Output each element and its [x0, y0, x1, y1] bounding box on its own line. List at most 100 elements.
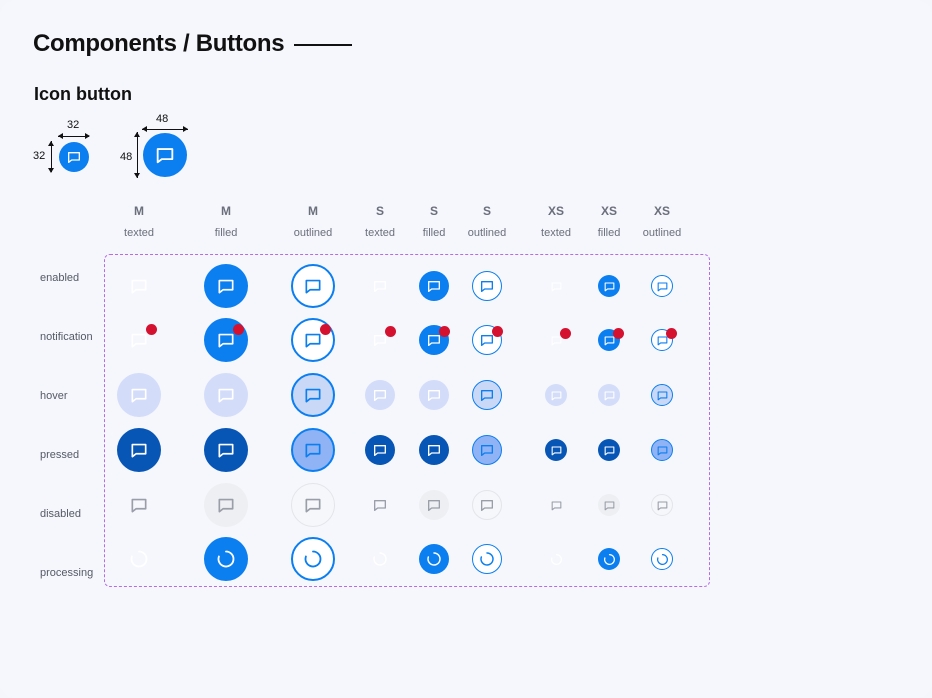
chat-bubble-icon: [374, 445, 386, 456]
icon-button-m-texted-hover[interactable]: [117, 373, 161, 417]
icon-button-m-filled-enabled[interactable]: [204, 264, 248, 308]
notification-dot: [439, 326, 450, 337]
icon-button-s-filled-disabled: [419, 490, 449, 520]
icon-button-xs-outlined-pressed[interactable]: [651, 439, 673, 461]
chat-bubble-icon: [131, 333, 147, 348]
icon-button-m-filled-hover[interactable]: [204, 373, 248, 417]
icon-button-xs-texted-processing[interactable]: [545, 548, 567, 570]
icon-button-m-texted-processing[interactable]: [117, 537, 161, 581]
spinner-icon: [480, 552, 494, 566]
icon-button-s-filled-processing[interactable]: [419, 544, 449, 574]
chat-bubble-icon: [551, 500, 561, 510]
column-size-label: XS: [600, 204, 617, 218]
icon-button-s-outlined-pressed[interactable]: [472, 435, 502, 465]
icon-button-m-filled-pressed[interactable]: [204, 428, 248, 472]
icon-button-s-texted-hover[interactable]: [365, 380, 395, 410]
chat-bubble-icon: [604, 445, 614, 455]
icon-button-s-texted-disabled: [365, 490, 395, 520]
chat-bubble-icon: [218, 498, 234, 513]
icon-button-m-outlined-enabled[interactable]: [291, 264, 335, 308]
icon-button-m-texted-notification[interactable]: [117, 318, 161, 362]
icon-button-m-outlined-processing[interactable]: [291, 537, 335, 581]
icon-button-xs-texted-hover[interactable]: [545, 384, 567, 406]
icon-button-s-outlined-disabled: [472, 490, 502, 520]
notification-dot: [492, 326, 503, 337]
chat-bubble-icon: [305, 443, 321, 458]
spinner-icon: [550, 553, 562, 565]
spinner-icon: [373, 552, 387, 566]
column-variant-label: outlined: [642, 227, 682, 239]
icon-button-m-filled-processing[interactable]: [204, 537, 248, 581]
icon-button-xs-outlined-hover[interactable]: [651, 384, 673, 406]
row-label-disabled: disabled: [40, 508, 81, 520]
icon-button-s-texted-pressed[interactable]: [365, 435, 395, 465]
arrow-down-icon: [48, 168, 54, 173]
chat-bubble-icon: [374, 335, 386, 346]
icon-button-sample-32[interactable]: [59, 142, 89, 172]
chat-bubble-icon: [657, 445, 667, 455]
page-title: Components / Buttons: [33, 30, 285, 57]
row-label-hover: hover: [40, 390, 68, 402]
icon-button-xs-filled-processing[interactable]: [598, 548, 620, 570]
icon-button-xs-texted-notification[interactable]: [545, 329, 567, 351]
width-dimension-line: [142, 129, 188, 130]
column-size-label: M: [221, 204, 231, 218]
chat-bubble-icon: [305, 333, 321, 348]
arrow-up-icon: [48, 141, 54, 146]
icon-button-xs-texted-pressed[interactable]: [545, 439, 567, 461]
arrow-right-icon: [183, 126, 188, 132]
arrow-up-icon: [134, 132, 140, 137]
icon-button-xs-filled-disabled: [598, 494, 620, 516]
column-variant-label: outlined: [293, 227, 333, 239]
chat-bubble-icon: [305, 388, 321, 403]
chat-bubble-icon: [481, 445, 493, 456]
icon-button-xs-outlined-enabled[interactable]: [651, 275, 673, 297]
icon-button-m-texted-pressed[interactable]: [117, 428, 161, 472]
icon-button-s-filled-hover[interactable]: [419, 380, 449, 410]
icon-button-s-texted-enabled[interactable]: [365, 271, 395, 301]
chat-bubble-icon: [156, 148, 174, 164]
column-header: XS texted: [521, 204, 591, 239]
chat-bubble-icon: [657, 335, 667, 345]
icon-button-xs-outlined-processing[interactable]: [651, 548, 673, 570]
chat-bubble-icon: [428, 500, 440, 511]
column-size-label: S: [429, 204, 438, 218]
icon-button-xs-texted-disabled: [545, 494, 567, 516]
icon-button-xs-filled-pressed[interactable]: [598, 439, 620, 461]
icon-button-m-filled-disabled: [204, 483, 248, 527]
chat-bubble-icon: [481, 335, 493, 346]
height-dimension-line: [137, 132, 138, 178]
spinner-icon: [304, 550, 322, 568]
chat-bubble-icon: [604, 500, 614, 510]
icon-button-s-outlined-hover[interactable]: [472, 380, 502, 410]
icon-button-m-outlined-pressed[interactable]: [291, 428, 335, 472]
icon-button-s-outlined-processing[interactable]: [472, 544, 502, 574]
icon-button-sample-48[interactable]: [143, 133, 187, 177]
chat-bubble-icon: [305, 279, 321, 294]
chat-bubble-icon: [551, 281, 561, 291]
icon-button-s-texted-processing[interactable]: [365, 544, 395, 574]
column-variant-label: texted: [124, 227, 154, 239]
icon-button-xs-filled-enabled[interactable]: [598, 275, 620, 297]
column-size-label: S: [482, 204, 491, 218]
column-size-label: M: [308, 204, 318, 218]
icon-button-m-texted-enabled[interactable]: [117, 264, 161, 308]
column-variant-label: filled: [422, 227, 446, 239]
icon-button-xs-filled-hover[interactable]: [598, 384, 620, 406]
icon-button-s-texted-notification[interactable]: [365, 325, 395, 355]
notification-dot: [233, 324, 244, 335]
chat-bubble-icon: [218, 388, 234, 403]
arrow-left-icon: [142, 126, 147, 132]
chat-bubble-icon: [218, 279, 234, 294]
icon-button-xs-texted-enabled[interactable]: [545, 275, 567, 297]
spinner-icon: [656, 553, 668, 565]
icon-button-s-filled-enabled[interactable]: [419, 271, 449, 301]
icon-button-s-outlined-enabled[interactable]: [472, 271, 502, 301]
icon-button-m-outlined-hover[interactable]: [291, 373, 335, 417]
icon-button-s-filled-pressed[interactable]: [419, 435, 449, 465]
notification-dot: [146, 324, 157, 335]
